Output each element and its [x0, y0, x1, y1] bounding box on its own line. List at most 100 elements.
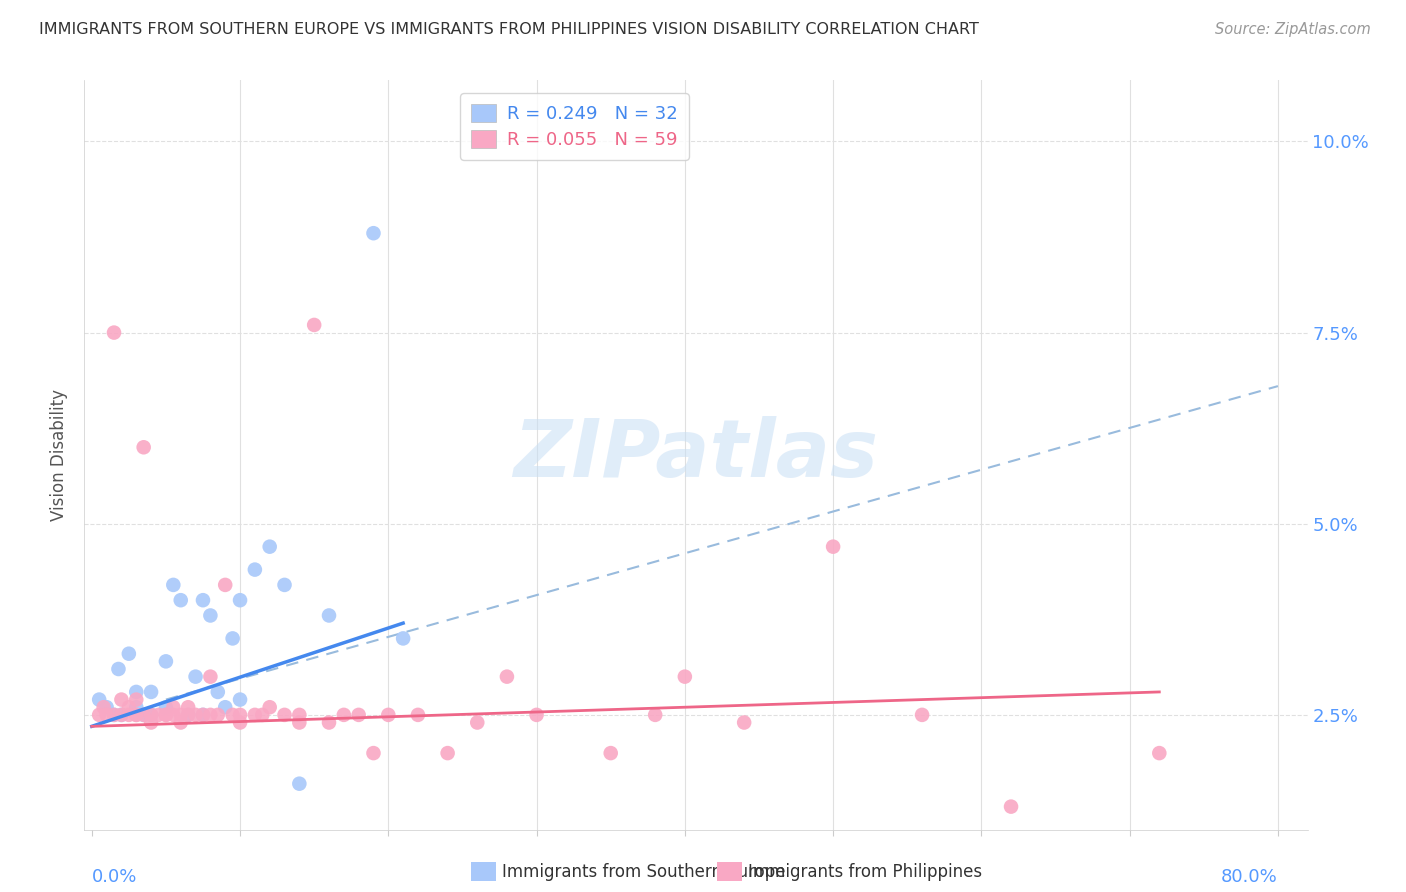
Point	[177, 707, 200, 722]
Point	[155, 654, 177, 668]
Point	[377, 707, 399, 722]
Point	[1149, 746, 1171, 760]
Point	[125, 685, 148, 699]
Text: ZIPatlas: ZIPatlas	[513, 416, 879, 494]
Point	[103, 707, 125, 722]
Point	[162, 578, 184, 592]
Point	[243, 707, 266, 722]
Point	[118, 700, 141, 714]
Point	[259, 540, 281, 554]
Point	[162, 700, 184, 714]
Point	[406, 707, 429, 722]
Point	[177, 707, 200, 722]
Point	[673, 670, 696, 684]
Point	[436, 746, 458, 760]
Point	[155, 707, 177, 722]
Text: Source: ZipAtlas.com: Source: ZipAtlas.com	[1215, 22, 1371, 37]
Y-axis label: Vision Disability: Vision Disability	[51, 389, 69, 521]
Point	[214, 578, 236, 592]
Point	[191, 593, 214, 607]
Point	[207, 685, 229, 699]
Point	[288, 707, 311, 722]
Text: Immigrants from Southern Europe: Immigrants from Southern Europe	[502, 863, 786, 881]
Point	[170, 707, 193, 722]
Point	[288, 777, 311, 791]
Point	[110, 692, 132, 706]
Point	[229, 715, 252, 730]
Point	[599, 746, 621, 760]
Point	[363, 746, 385, 760]
Point	[229, 593, 252, 607]
Point	[347, 707, 370, 722]
Point	[252, 707, 274, 722]
Point	[170, 593, 193, 607]
Point	[139, 715, 162, 730]
Point	[229, 707, 252, 722]
Point	[823, 540, 845, 554]
Point	[302, 318, 325, 332]
Point	[132, 707, 155, 722]
Point	[89, 707, 111, 722]
Text: Immigrants from Philippines: Immigrants from Philippines	[748, 863, 983, 881]
Point	[107, 662, 129, 676]
Point	[200, 670, 222, 684]
Point	[132, 707, 155, 722]
Point	[96, 700, 118, 714]
Point	[125, 692, 148, 706]
Point	[96, 707, 118, 722]
Point	[259, 700, 281, 714]
Point	[125, 707, 148, 722]
Point	[103, 326, 125, 340]
Point	[200, 707, 222, 722]
Point	[103, 707, 125, 722]
Legend: R = 0.249   N = 32, R = 0.055   N = 59: R = 0.249 N = 32, R = 0.055 N = 59	[460, 93, 689, 160]
Point	[89, 692, 111, 706]
Point	[110, 707, 132, 722]
Point	[139, 707, 162, 722]
Text: 80.0%: 80.0%	[1222, 869, 1278, 887]
Point	[333, 707, 356, 722]
Point	[644, 707, 666, 722]
Point	[911, 707, 934, 722]
Point	[125, 700, 148, 714]
Point	[110, 707, 132, 722]
Point	[526, 707, 548, 722]
Point	[318, 715, 340, 730]
Point	[139, 707, 162, 722]
Point	[221, 632, 243, 646]
Point	[214, 700, 236, 714]
Point	[273, 578, 295, 592]
Point	[125, 707, 148, 722]
Point	[243, 563, 266, 577]
Point	[318, 608, 340, 623]
Point	[139, 685, 162, 699]
Point	[496, 670, 519, 684]
Point	[465, 715, 488, 730]
Point	[148, 707, 170, 722]
Point	[170, 715, 193, 730]
Point	[155, 707, 177, 722]
Point	[155, 700, 177, 714]
Point	[229, 692, 252, 706]
Point	[184, 670, 207, 684]
Text: IMMIGRANTS FROM SOUTHERN EUROPE VS IMMIGRANTS FROM PHILIPPINES VISION DISABILITY: IMMIGRANTS FROM SOUTHERN EUROPE VS IMMIG…	[39, 22, 979, 37]
Point	[273, 707, 295, 722]
Point	[288, 715, 311, 730]
Point	[207, 707, 229, 722]
Point	[200, 608, 222, 623]
Point	[191, 707, 214, 722]
Point	[93, 700, 115, 714]
Point	[1000, 799, 1022, 814]
Point	[392, 632, 415, 646]
Point	[118, 647, 141, 661]
Point	[132, 440, 155, 454]
Point	[177, 700, 200, 714]
Point	[184, 707, 207, 722]
Point	[162, 707, 184, 722]
Text: 0.0%: 0.0%	[91, 869, 138, 887]
Point	[191, 707, 214, 722]
Point	[221, 707, 243, 722]
Point	[733, 715, 755, 730]
Point	[363, 226, 385, 240]
Point	[118, 707, 141, 722]
